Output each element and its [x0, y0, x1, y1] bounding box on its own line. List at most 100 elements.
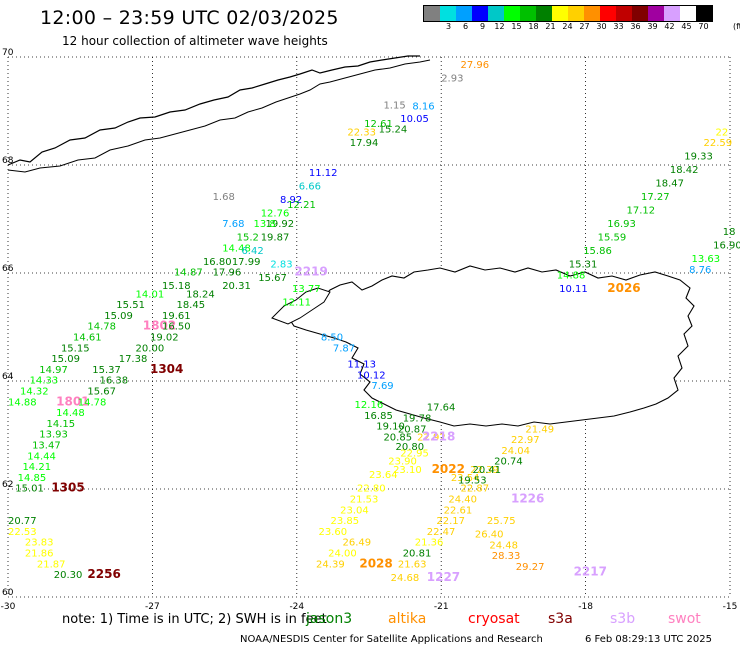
pass-time-label: 2219: [294, 265, 327, 279]
legend-swatch: [472, 6, 488, 21]
wave-height-label: 14.78: [78, 397, 107, 408]
wave-height-label: 19.53: [458, 476, 487, 487]
legend-label: 42: [664, 22, 675, 31]
legend-label: 3: [445, 22, 452, 31]
wave-height-label: 12.21: [287, 200, 316, 211]
wave-height-label: 14.85: [18, 473, 47, 484]
pass-time-label: 2217: [574, 564, 607, 578]
wave-height-label: 23.90: [388, 457, 417, 468]
legend-label: 39: [647, 22, 658, 31]
wave-height-label: 15.59: [598, 233, 627, 244]
wave-height-label: 25.75: [487, 516, 516, 527]
wave-height-label: 7.87: [333, 343, 355, 354]
wave-height-label: 6.66: [299, 181, 321, 192]
wave-height-label: 26.49: [343, 538, 372, 549]
legend-label: 9: [479, 22, 486, 31]
legend-label: 33: [613, 22, 624, 31]
wave-height-label: 29.27: [516, 562, 545, 573]
wave-height-label: 15.24: [379, 125, 408, 136]
iceland-westfjords: [271, 287, 331, 325]
footnote: note: 1) Time is in UTC; 2) SWH is in fe…: [62, 612, 327, 627]
page-subtitle: 12 hour collection of altimeter wave hei…: [62, 34, 328, 48]
wave-height-label: 15.18: [162, 281, 191, 292]
satellite-legend-item: cryosat: [468, 611, 520, 627]
pass-time-label: 2028: [359, 556, 392, 570]
legend-label: 45: [681, 22, 692, 31]
wave-height-label: 24.39: [316, 559, 345, 570]
pass-time-label: 2256: [87, 567, 120, 581]
satellite-legend-item: jason3: [306, 611, 353, 627]
wave-height-label: 23.04: [340, 505, 369, 516]
wave-height-label: 21.87: [37, 559, 66, 570]
pass-time-label: 1305: [51, 481, 84, 495]
legend-swatch: [600, 6, 616, 21]
pass-time-label: 2026: [607, 281, 640, 295]
wave-height-label: 14.21: [22, 462, 51, 473]
legend-swatch: [520, 6, 536, 21]
wave-height-label: 22.47: [427, 527, 456, 538]
legend-swatch: [536, 6, 552, 21]
wave-height-label: 15.15: [61, 343, 90, 354]
wave-height-label: 19.10: [376, 422, 405, 433]
wave-height-label: 15.51: [116, 300, 145, 311]
legend-swatch: [504, 6, 520, 21]
wave-height-label: 20.81: [403, 549, 432, 560]
wave-height-label: 22.33: [347, 127, 376, 138]
wave-height-label: 2.93: [441, 73, 463, 84]
greenland-coastline: [7, 55, 420, 166]
wave-height-label: 14.48: [222, 243, 251, 254]
lon-tick-label: -21: [434, 602, 449, 612]
wave-height-label: 22.80: [357, 484, 386, 495]
wave-height-label: 12.61: [364, 119, 393, 130]
wave-height-label: 17.38: [119, 354, 148, 365]
wave-height-label: 14.01: [136, 289, 165, 300]
pass-time-label: 1304: [150, 362, 183, 376]
wave-height-label: 20.31: [222, 281, 251, 292]
wave-height-label: 20.00: [136, 343, 165, 354]
wave-height-label: 8.92: [280, 195, 302, 206]
legend-unit: (ft): [732, 22, 740, 31]
wave-height-label: 14.78: [87, 322, 116, 333]
pass-time-label: 1802: [143, 319, 176, 333]
wave-height-label: 22.17: [436, 516, 465, 527]
wave-height-label: 20.77: [8, 516, 37, 527]
legend-swatch: [488, 6, 504, 21]
lat-tick-label: 64: [2, 372, 14, 382]
wave-height-label: 14.32: [20, 387, 49, 398]
wave-height-label: 17.96: [213, 268, 242, 279]
wave-height-label: 16.80: [203, 257, 232, 268]
legend-label: 12: [494, 22, 505, 31]
wave-height-label: 14.61: [73, 333, 102, 344]
footer-credit: NOAA/NESDIS Center for Satellite Applica…: [240, 634, 543, 645]
legend-label: 21: [545, 22, 556, 31]
wave-height-label: 22.61: [444, 505, 473, 516]
wave-height-label: 14.88: [8, 397, 37, 408]
wave-height-label: 22.97: [511, 435, 540, 446]
wave-height-label: 15.37: [92, 365, 121, 376]
wave-height-label: 28.33: [492, 551, 521, 562]
wave-height-label: 21.53: [350, 495, 379, 506]
page-title: 12:00 – 23:59 UTC 02/03/2025: [40, 7, 339, 29]
wave-height-label: 16.50: [162, 322, 191, 333]
wave-height-label: 19.87: [261, 233, 290, 244]
pass-time-label: 1801: [56, 394, 89, 408]
legend-label: 27: [579, 22, 590, 31]
lat-tick-label: 70: [2, 48, 14, 58]
legend-label: 70: [698, 22, 709, 31]
wave-height-label: 13.77: [292, 284, 321, 295]
axis-ticks: -30 -27 -24 -21 -18 -15 70 68 66 64 62 60: [1, 48, 738, 612]
iceland-coastline: [289, 265, 695, 427]
color-legend: [423, 5, 713, 22]
wave-height-label: 17.27: [641, 192, 670, 203]
wave-height-label: 19.02: [150, 333, 179, 344]
wave-height-label: 16.85: [364, 411, 393, 422]
legend-swatch: [664, 6, 680, 21]
legend-swatch: [552, 6, 568, 21]
wave-height-label: 17.99: [232, 257, 261, 268]
wave-height-label: 18.47: [655, 179, 684, 190]
wave-height-label: 23.54: [451, 473, 480, 484]
wave-height-label: 15.2: [237, 233, 259, 244]
wave-height-label: 21.63: [398, 559, 427, 570]
wave-height-label: 22.95: [400, 449, 429, 460]
